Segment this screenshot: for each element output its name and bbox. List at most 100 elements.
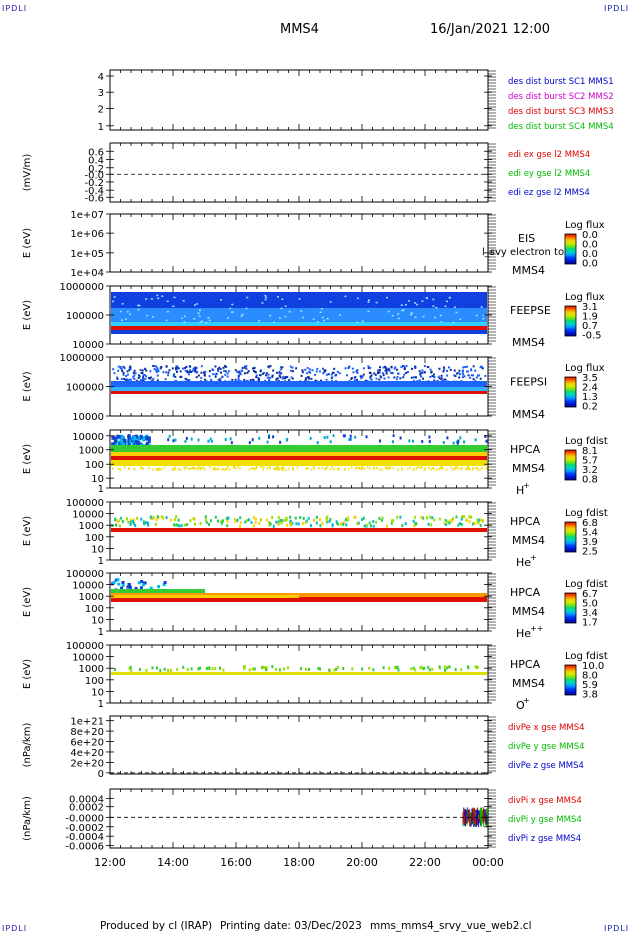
spectrogram-speck <box>133 436 137 441</box>
spectrogram-speck <box>189 369 192 372</box>
spectrogram-speck <box>397 313 400 315</box>
spectrogram-speck <box>348 468 350 471</box>
spectrogram-speck <box>356 371 359 374</box>
spectrogram-speck <box>217 468 220 471</box>
species-label: O <box>516 699 525 712</box>
spectrogram-speck <box>316 367 319 370</box>
spectrogram-speck <box>453 467 456 470</box>
spectrogram-speck <box>280 521 283 525</box>
spectrogram-speck <box>391 314 394 317</box>
species-label: He <box>516 627 531 640</box>
spectrogram-speck <box>219 367 222 370</box>
spectrogram-speck <box>445 468 448 471</box>
spectrogram-speck <box>134 434 138 439</box>
spectrogram-speck <box>218 666 221 670</box>
y-tick-label: 1e+07 <box>70 210 104 221</box>
spectrogram-speck <box>136 435 140 440</box>
spectrogram-speck <box>397 468 399 471</box>
spectrogram-speck <box>304 378 307 381</box>
spectrogram-speck <box>186 371 189 374</box>
spectrogram-speck <box>433 467 435 470</box>
spectrogram-speck <box>444 668 447 672</box>
spectrogram-speck <box>391 372 394 375</box>
spectrogram-speck <box>477 374 480 377</box>
spacecraft-label: MMS4 <box>512 336 545 349</box>
colorbar-tick-label: 8.1 <box>582 446 598 457</box>
species-charge: + <box>523 696 530 705</box>
y-tick-label: 100 <box>85 604 104 615</box>
colorbar-tick-label: 5.4 <box>582 528 598 539</box>
y-tick-label: 1 <box>98 484 104 495</box>
spectrogram-speck <box>126 370 129 373</box>
spectrogram-speck <box>420 375 423 378</box>
spectrogram-speck <box>260 518 263 522</box>
spectrogram-speck <box>238 370 241 373</box>
spectrogram-speck <box>157 370 160 373</box>
spectrogram-speck <box>253 370 256 373</box>
series-label: divPi y gse MMS4 <box>508 815 582 825</box>
spectrogram-speck <box>195 366 198 369</box>
spectrogram-speck <box>239 521 242 525</box>
spacecraft-label: MMS4 <box>512 264 545 277</box>
spectrogram-speck <box>217 370 220 373</box>
y-tick-label: 1e+21 <box>70 717 104 728</box>
spectrogram-speck <box>430 523 433 527</box>
spectrogram-speck <box>430 468 433 471</box>
spectrogram-speck <box>329 440 332 444</box>
corner-tag-bottom-left: IPDLI <box>2 924 28 933</box>
spectrogram-band <box>111 456 487 460</box>
spectrogram-speck <box>376 466 378 469</box>
spectrogram-speck <box>212 467 214 470</box>
spectrogram-speck <box>120 435 124 440</box>
spectrogram-speck <box>176 667 179 671</box>
spectrogram-speck <box>439 467 442 470</box>
spectrogram-speck <box>461 376 464 379</box>
y-tick-label: 100000 <box>66 641 104 652</box>
spectrogram-speck <box>367 299 370 302</box>
corner-tag-top-left: IPDLI <box>2 4 28 13</box>
spectrogram-speck <box>184 467 186 470</box>
spectrogram-speck <box>432 467 434 470</box>
spectrogram-speck <box>381 468 383 471</box>
instrument-label: HPCA <box>510 658 541 671</box>
panel-hpca_o <box>106 644 577 704</box>
spectrogram-speck <box>278 668 281 672</box>
spectrogram-speck <box>122 442 126 447</box>
spectrogram-speck <box>174 367 177 370</box>
spacecraft-label: MMS4 <box>512 534 545 547</box>
spectrogram-speck <box>246 371 249 374</box>
spectrogram-speck <box>262 665 265 669</box>
spectrogram-speck <box>199 666 202 670</box>
spectrogram-speck <box>402 376 405 379</box>
y-tick-label: -0.0004 <box>65 832 104 843</box>
spectrogram-speck <box>184 369 187 372</box>
spectrogram-speck <box>121 581 125 585</box>
spectrogram-speck <box>413 467 416 470</box>
spectrogram-speck <box>325 516 328 520</box>
spectrogram-speck <box>388 369 391 372</box>
colorbar-tick-label: 1.3 <box>582 392 598 403</box>
spectrogram-speck <box>421 440 424 444</box>
spectrogram-speck <box>306 372 309 375</box>
spectrogram-speck <box>360 377 363 380</box>
spectrogram-speck <box>253 366 256 369</box>
spectrogram-speck <box>314 373 317 376</box>
spectrogram-speck <box>471 522 474 526</box>
spectrogram-speck <box>296 466 299 469</box>
spectrogram-speck <box>306 376 309 379</box>
spectrogram-speck <box>129 439 132 443</box>
spectrogram-speck <box>412 379 415 382</box>
spectrogram-speck <box>127 583 131 587</box>
spectrogram-speck <box>162 371 165 374</box>
spectrogram-speck <box>442 440 445 444</box>
spectrogram-speck <box>429 515 432 519</box>
spectrogram-speck <box>164 378 167 381</box>
spectrogram-speck <box>120 319 123 321</box>
spectrogram-speck <box>369 467 371 470</box>
spectrogram-speck <box>331 371 334 374</box>
spectrogram-speck <box>129 313 132 315</box>
spectrogram-speck <box>252 367 255 370</box>
y-tick-label: 1e+04 <box>70 268 104 279</box>
spectrogram-speck <box>428 668 431 672</box>
